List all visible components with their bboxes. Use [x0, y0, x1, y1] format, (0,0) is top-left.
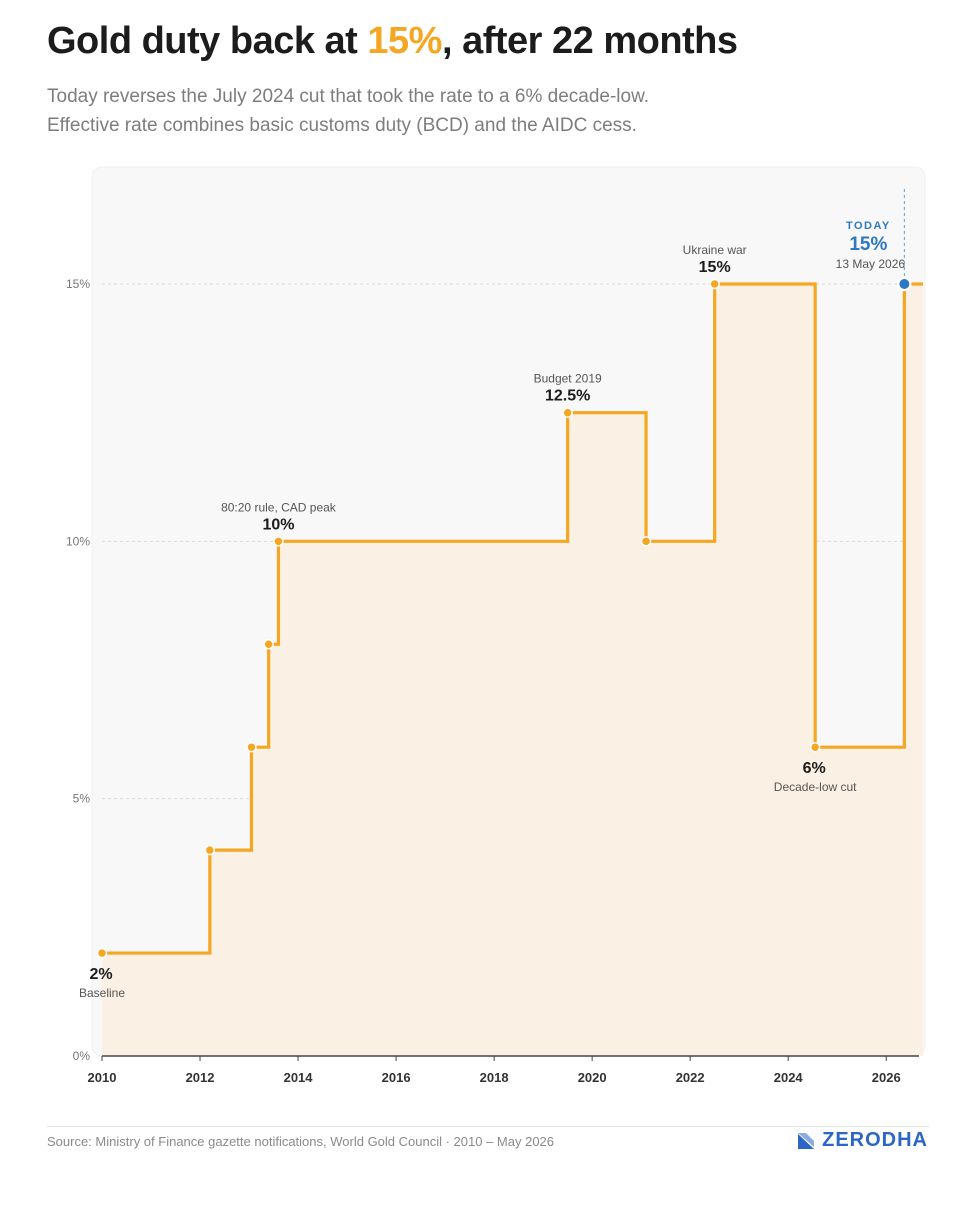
data-point	[562, 407, 573, 418]
title-accent: 15%	[367, 20, 442, 62]
data-point	[640, 536, 652, 547]
x-tick-label: 2024	[774, 1070, 804, 1085]
data-point	[204, 844, 216, 856]
subtitle: Today reverses the July 2024 cut that to…	[47, 82, 649, 140]
series-line	[102, 282, 923, 955]
area-fill	[102, 284, 923, 1056]
data-point	[246, 741, 257, 753]
y-tick-label: 10%	[66, 534, 90, 548]
today-point	[897, 277, 912, 291]
data-point	[96, 947, 108, 959]
data-point	[809, 741, 821, 753]
data-point	[273, 536, 284, 547]
annotation-label: 80:20 rule, CAD peak	[221, 500, 337, 514]
today-date: 13 May 2026	[836, 257, 906, 271]
x-tick-label: 2012	[186, 1070, 215, 1085]
zerodha-mark-icon	[798, 1132, 815, 1149]
y-tick-label: 0%	[73, 1049, 91, 1063]
footer-divider	[47, 1126, 929, 1127]
brand-logo: ZERODHA	[797, 1129, 928, 1152]
y-tick-label: 5%	[73, 792, 91, 806]
page-title: Gold duty back at 15%, after 22 months	[47, 20, 738, 63]
annotation-label: Ukraine war	[683, 243, 747, 257]
annotation-label: Decade-low cut	[774, 780, 857, 794]
source-note: Source: Ministry of Finance gazette noti…	[47, 1134, 555, 1149]
annotation-label: Budget 2019	[534, 372, 602, 386]
annotation-value: 2%	[89, 966, 112, 983]
today-value: 15%	[849, 234, 887, 255]
x-tick-label: 2018	[480, 1070, 509, 1085]
x-tick-label: 2014	[284, 1070, 314, 1085]
x-tick-label: 2020	[578, 1070, 607, 1085]
today-tag: TODAY	[846, 220, 891, 232]
title-pre: Gold duty back at	[47, 20, 368, 62]
annotation-value: 6%	[803, 760, 826, 777]
brand-name: ZERODHA	[822, 1129, 928, 1151]
x-tick-label: 2010	[88, 1070, 117, 1085]
data-point	[709, 278, 720, 290]
title-post: , after 22 months	[441, 20, 738, 62]
annotation-label: Baseline	[79, 986, 125, 1000]
x-tick-label: 2026	[872, 1070, 901, 1085]
x-tick-label: 2016	[382, 1070, 411, 1085]
subtitle-line-1: Today reverses the July 2024 cut that to…	[47, 86, 650, 107]
subtitle-line-2: Effective rate combines basic customs du…	[47, 115, 637, 136]
annotation-value: 12.5%	[545, 388, 590, 405]
y-tick-label: 15%	[66, 277, 90, 291]
data-point	[263, 639, 274, 650]
annotation-value: 10%	[262, 516, 294, 533]
x-tick-label: 2022	[676, 1070, 705, 1085]
annotation-value: 15%	[699, 259, 731, 276]
